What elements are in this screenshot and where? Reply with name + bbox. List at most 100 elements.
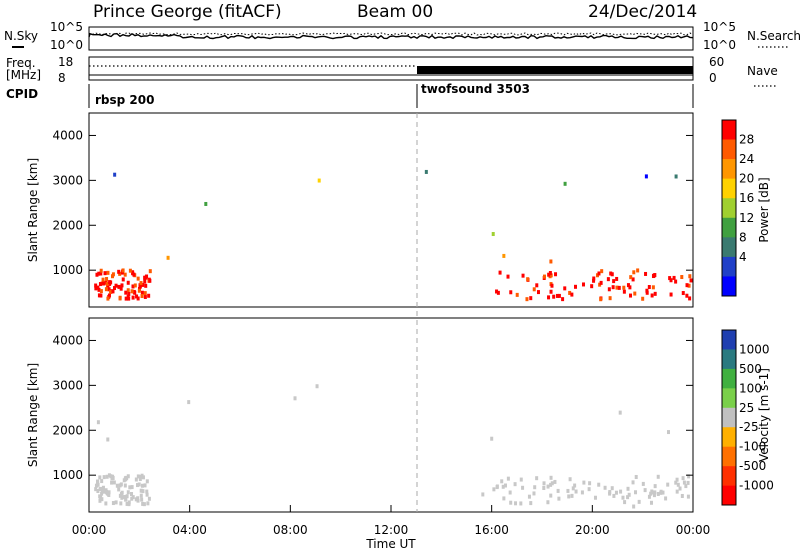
echo-cell (315, 384, 319, 389)
ground-echo-cell (495, 484, 499, 489)
velocity-scatter (94, 384, 691, 509)
ground-echo-cell (111, 474, 115, 479)
ground-echo-cell (124, 296, 128, 301)
colorbar-tick-label: -1000 (739, 479, 774, 493)
ground-echo-cell (109, 474, 113, 479)
ground-echo-cell (120, 283, 124, 288)
ground-echo-cell (649, 500, 653, 505)
ground-echo-cell (99, 268, 103, 273)
ground-echo-cell (137, 288, 141, 293)
ground-echo-cell (689, 278, 693, 283)
ground-echo-cell (552, 294, 556, 299)
ground-echo-cell (626, 486, 630, 491)
power-panel: 4000 3000 2000 1000 Slant Range [km] 28 24 20… (26, 112, 771, 308)
ground-echo-cell (98, 282, 102, 287)
colorbar-tick-label: 28 (739, 133, 754, 147)
ground-echo-cell (678, 486, 682, 491)
colorbar-cell (722, 388, 736, 409)
ground-echo-cell (595, 273, 599, 278)
ground-echo-cell (136, 496, 140, 501)
ground-echo-cell (126, 288, 130, 293)
ground-echo-cell (508, 490, 512, 495)
ground-echo-cell (143, 279, 147, 284)
ground-echo-cell (688, 274, 692, 279)
ground-echo-cell (144, 283, 148, 288)
ground-echo-cell (124, 290, 128, 295)
ground-echo-cell (113, 286, 117, 291)
velocity-panel-frame (88, 317, 694, 513)
ground-echo-cell (592, 276, 596, 281)
ground-echo-cell (680, 493, 684, 498)
ground-echo-cell (645, 290, 649, 295)
ground-echo-cell (684, 484, 688, 489)
ground-echo-cell (661, 490, 665, 495)
power-y-label: Slant Range [km] (26, 158, 40, 262)
ground-echo-cell (125, 494, 129, 499)
ground-echo-cell (118, 271, 122, 276)
time-x-ticks: 00:00 04:00 08:00 12:00 16:00 20:00 00:00 (72, 505, 710, 537)
ground-echo-cell (603, 485, 607, 490)
ground-echo-cell (143, 294, 147, 299)
ground-echo-cell (101, 485, 105, 490)
ground-echo-cell (634, 490, 638, 495)
ground-echo-cell (133, 283, 137, 288)
colorbar-tick-label: 100 (739, 381, 762, 395)
x-tick-label: 12:00 (374, 523, 409, 537)
ground-echo-cell (130, 496, 134, 501)
ground-echo-cell (132, 272, 136, 277)
ground-echo-cell (656, 474, 660, 479)
ground-echo-cell (619, 489, 623, 494)
ground-echo-cell (94, 483, 98, 488)
ground-echo-cell (100, 489, 104, 494)
ground-echo-cell (140, 290, 144, 295)
echo-cell (293, 396, 297, 401)
colorbar-cell (722, 178, 736, 199)
colorbar-frame (721, 119, 737, 297)
ground-echo-cell (582, 480, 586, 485)
ground-echo-cell (106, 296, 110, 301)
ground-echo-cell (614, 490, 618, 495)
ground-echo-cell (561, 297, 565, 302)
ground-echo-cell (101, 277, 105, 282)
ground-echo-cell (659, 489, 663, 494)
colorbar-cell (722, 427, 736, 447)
ground-echo-cell (492, 487, 496, 492)
ground-echo-cell (119, 501, 123, 506)
ground-echo-cell (117, 487, 121, 492)
ground-echo-cell (653, 484, 657, 489)
ground-echo-cell (567, 494, 571, 499)
ground-echo-cell (608, 296, 612, 301)
ground-echo-cell (653, 273, 657, 278)
ground-echo-cell (644, 271, 648, 276)
ground-echo-cell (574, 489, 578, 494)
ground-echo-cell (108, 280, 112, 285)
ground-echo-cell (115, 483, 119, 488)
ground-echo-cell (104, 501, 108, 506)
ground-echo-cell (119, 286, 123, 291)
ground-echo-cell (509, 290, 513, 295)
ground-echo-cell (570, 292, 574, 297)
ground-echo-cell (570, 493, 574, 498)
date-title: 24/Dec/2014 (588, 2, 697, 22)
ground-echo-cell (126, 474, 130, 479)
ground-echo-cell (622, 285, 626, 290)
colorbar-cell (722, 485, 736, 506)
ground-echo-cell (652, 493, 656, 498)
ground-echo-cell (631, 277, 635, 282)
ground-echo-cell (109, 289, 113, 294)
colorbar-tick-label: 20 (739, 172, 754, 186)
ground-echo-cell (140, 483, 144, 488)
ground-echo-cell (124, 497, 128, 502)
echo-cell (166, 255, 170, 260)
noise-traces (88, 32, 694, 40)
ground-echo-cell (104, 488, 108, 493)
ground-echo-cell (98, 475, 102, 480)
ground-echo-cell (626, 283, 630, 288)
ground-echo-cell (102, 475, 106, 480)
ground-echo-cell (557, 496, 561, 501)
echo-cell (424, 169, 428, 174)
ground-echo-cell (547, 295, 551, 300)
ground-echo-cell (633, 291, 637, 296)
freq-right-tick-bottom: 0 (709, 71, 717, 85)
ground-echo-cell (145, 274, 149, 279)
